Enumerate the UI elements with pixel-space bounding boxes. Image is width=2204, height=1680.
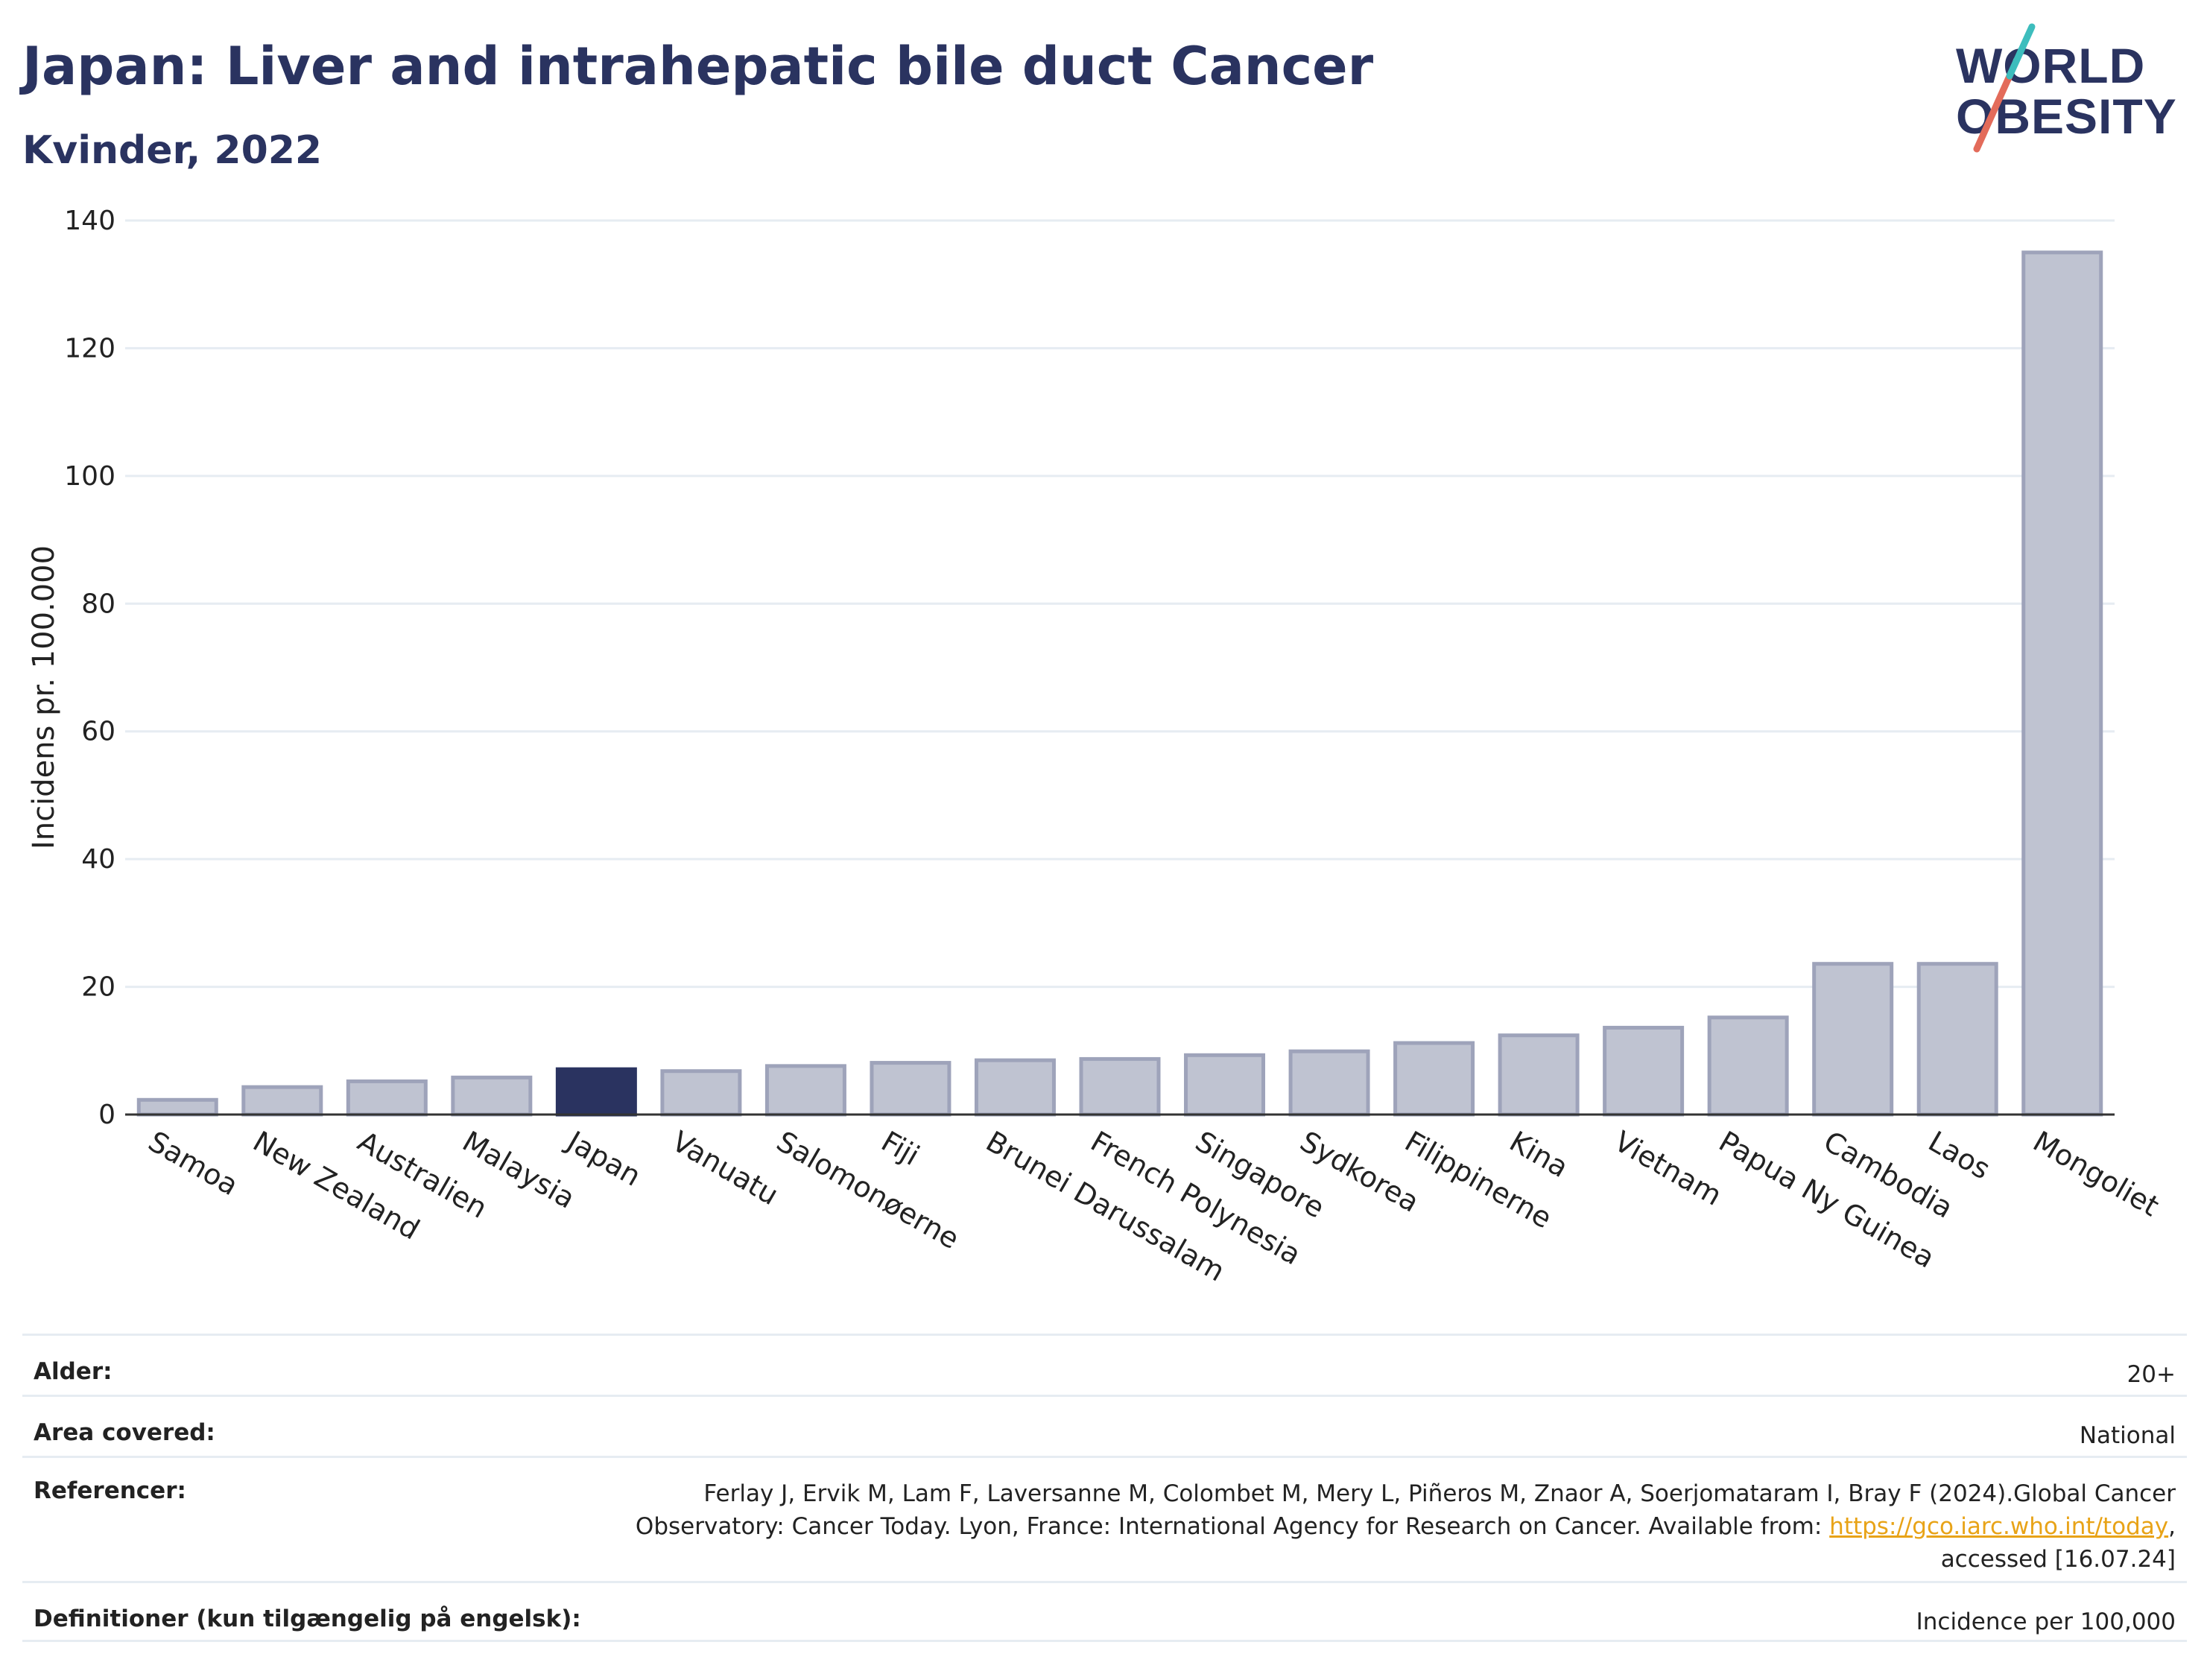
bar-sydkorea[interactable] xyxy=(1288,1049,1370,1117)
info-table: Alder: 20+ Area covered: National Refere… xyxy=(22,1334,2187,1642)
bar-salomon-erne[interactable] xyxy=(764,1064,846,1117)
reference-link[interactable]: https://gco.iarc.who.int/today xyxy=(1829,1513,2169,1540)
y-tick-label: 140 xyxy=(64,206,115,236)
y-tick-label: 100 xyxy=(64,461,115,492)
age-value: 20+ xyxy=(2127,1361,2176,1388)
references-label: Referencer: xyxy=(34,1477,186,1504)
bar-japan[interactable] xyxy=(555,1067,637,1117)
x-tick-label: Samoa xyxy=(143,1125,244,1202)
x-tick-label: Vanuatu xyxy=(666,1125,784,1211)
logo-slash-icon xyxy=(1973,23,2036,153)
bar-new-zealand[interactable] xyxy=(241,1085,323,1117)
info-row-definitions: Definitioner (kun tilgængelig på engelsk… xyxy=(22,1581,2187,1642)
y-tick-label: 40 xyxy=(81,844,115,875)
bar-papua-ny-guinea[interactable] xyxy=(1707,1015,1789,1117)
x-tick-label: Salomonøerne xyxy=(771,1125,965,1255)
references-value: Ferlay J, Ervik M, Lam F, Laversanne M, … xyxy=(636,1477,2176,1576)
reference-line-2-end: , xyxy=(2168,1513,2176,1540)
bar-kina[interactable] xyxy=(1498,1033,1580,1117)
x-tick-label: Mongoliet xyxy=(2027,1125,2165,1223)
gridlines xyxy=(125,219,2115,989)
bar-vietnam[interactable] xyxy=(1603,1025,1685,1117)
chart-title: Japan: Liver and intrahepatic bile duct … xyxy=(22,36,1374,97)
bar-samoa[interactable] xyxy=(136,1097,218,1117)
x-tick-label: Fiji xyxy=(875,1125,925,1172)
bar-australien[interactable] xyxy=(346,1079,428,1117)
bar-fiji[interactable] xyxy=(870,1061,951,1117)
x-tick-label: Vietnam xyxy=(1609,1125,1727,1212)
y-tick-label: 20 xyxy=(81,972,115,1003)
bar-cambodia[interactable] xyxy=(1812,962,1894,1117)
y-tick-label: 80 xyxy=(81,589,115,619)
bar-laos[interactable] xyxy=(1916,962,1998,1117)
y-tick-label: 0 xyxy=(98,1100,115,1130)
x-tick-label: Laos xyxy=(1923,1125,1996,1186)
world-obesity-logo: WORLD OBESITY xyxy=(1948,22,2187,156)
reference-line-1: Ferlay J, Ervik M, Lam F, Laversanne M, … xyxy=(703,1480,2176,1507)
info-row-references: Referencer: Ferlay J, Ervik M, Lam F, La… xyxy=(22,1456,2187,1581)
bar-singapore[interactable] xyxy=(1184,1053,1266,1117)
logo-word-1: WORLD xyxy=(1956,38,2146,93)
x-tick-label: Kina xyxy=(1504,1125,1574,1185)
reference-line-2: Observatory: Cancer Today. Lyon, France:… xyxy=(635,1513,1830,1540)
bar-mongoliet[interactable] xyxy=(2021,250,2103,1117)
y-tick-label: 60 xyxy=(81,717,115,747)
area-label: Area covered: xyxy=(34,1419,215,1446)
bar-brunei-darussalam[interactable] xyxy=(974,1058,1056,1117)
definitions-value: Incidence per 100,000 xyxy=(1916,1608,2176,1635)
reference-line-3: accessed [16.07.24] xyxy=(1940,1546,2176,1573)
definitions-label: Definitioner (kun tilgængelig på engelsk… xyxy=(34,1605,581,1632)
area-value: National xyxy=(2079,1422,2176,1449)
bar-filippinerne[interactable] xyxy=(1393,1041,1475,1117)
bars xyxy=(136,250,2103,1117)
bar-chart: 0 20 40 60 80 100 120 140 Samoa New ZealandAustr… xyxy=(27,206,2165,1288)
y-axis-label: Incidens pr. 100.000 xyxy=(27,545,61,849)
chart-subtitle: Kvinder, 2022 xyxy=(22,128,323,173)
y-axis-ticks: 0 20 40 60 80 100 120 140 xyxy=(64,206,115,1130)
bar-malaysia[interactable] xyxy=(451,1075,533,1117)
info-row-age: Alder: 20+ xyxy=(22,1334,2187,1395)
age-label: Alder: xyxy=(34,1358,113,1385)
bar-vanuatu[interactable] xyxy=(660,1069,742,1117)
y-tick-label: 120 xyxy=(64,333,115,364)
bar-french-polynesia[interactable] xyxy=(1079,1056,1161,1117)
info-row-area: Area covered: National xyxy=(22,1395,2187,1456)
